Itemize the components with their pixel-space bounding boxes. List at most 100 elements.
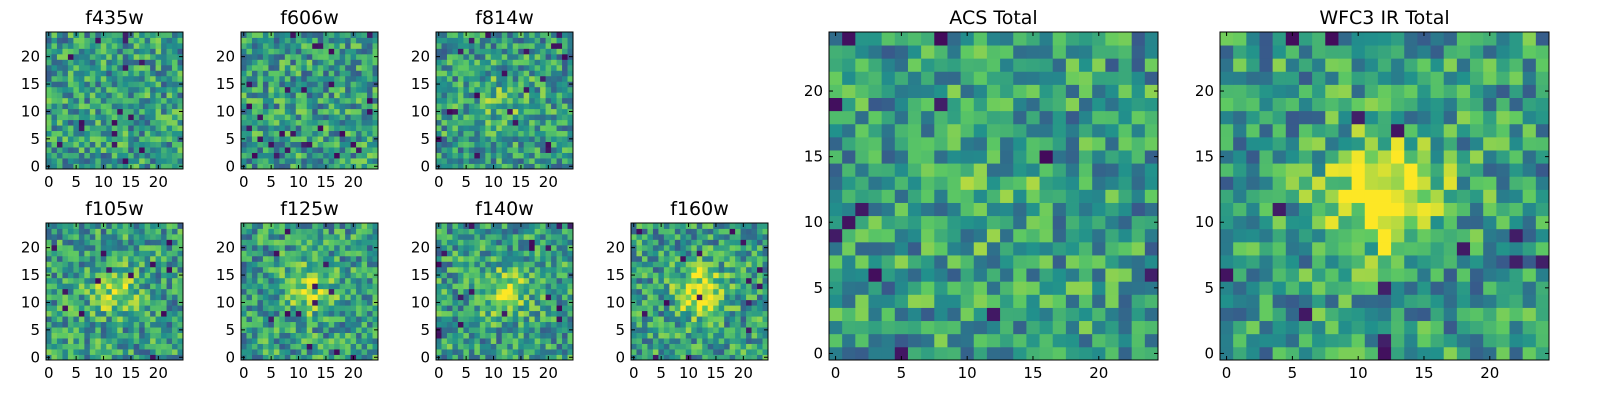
heatmap-cell: [268, 244, 275, 251]
heatmap-cell: [144, 288, 151, 295]
heatmap-cell: [551, 250, 557, 257]
heatmap-cell: [241, 92, 247, 99]
heatmap-cell: [67, 288, 74, 295]
heatmap-cell: [907, 255, 922, 269]
heatmap-cell: [246, 288, 253, 295]
heatmap-cell: [361, 92, 368, 99]
heatmap-cell: [155, 228, 162, 235]
heatmap-cell: [545, 327, 552, 333]
heatmap-cell: [463, 327, 470, 333]
heatmap-cell: [161, 349, 167, 355]
heatmap-cell: [641, 266, 648, 273]
heatmap-cell: [257, 239, 264, 246]
heatmap-cell: [172, 48, 178, 55]
heatmap-cell: [89, 244, 96, 251]
heatmap-cell: [89, 92, 96, 99]
heatmap-cell: [562, 255, 568, 262]
heatmap-cell: [350, 97, 357, 104]
heatmap-cell: [144, 42, 151, 49]
heatmap-cell: [562, 332, 568, 339]
heatmap-cell: [490, 64, 497, 71]
heatmap-cell: [133, 158, 140, 164]
heatmap-cell: [106, 147, 113, 153]
heatmap-cell: [317, 158, 324, 164]
heatmap-cell: [468, 283, 475, 290]
heatmap-cell: [139, 272, 146, 279]
heatmap-cell: [284, 343, 291, 350]
heatmap-cell: [166, 48, 173, 55]
heatmap-cell: [534, 86, 541, 93]
heatmap-cell: [161, 266, 167, 273]
x-tick-label: 0: [239, 364, 249, 382]
heatmap-cell: [567, 119, 574, 126]
heatmap-cell: [328, 114, 335, 121]
heatmap-cell: [177, 338, 184, 344]
heatmap-cell: [669, 272, 676, 279]
heatmap-cell: [177, 103, 184, 110]
heatmap-cell: [724, 321, 731, 328]
heatmap-cell: [457, 70, 464, 77]
heatmap-cell: [177, 158, 184, 164]
heatmap-cell: [468, 125, 475, 132]
heatmap-cell: [177, 70, 184, 77]
heatmap-cell: [523, 97, 530, 104]
heatmap-cell: [345, 223, 351, 229]
heatmap-cell: [436, 332, 442, 339]
heatmap-cell: [490, 147, 497, 153]
heatmap-cell: [246, 81, 253, 88]
heatmap-cell: [312, 141, 319, 148]
heatmap-cell: [468, 250, 475, 257]
heatmap-cell: [441, 266, 448, 273]
heatmap-cell: [452, 92, 459, 99]
heatmap-cell: [691, 239, 698, 246]
heatmap-cell: [490, 70, 497, 77]
heatmap-cell: [273, 299, 280, 306]
heatmap-cell: [62, 250, 69, 257]
heatmap-cell: [172, 152, 178, 159]
heatmap-cell: [177, 97, 184, 104]
heatmap-cell: [567, 261, 574, 268]
heatmap-cell: [973, 268, 988, 282]
heatmap-cell: [290, 42, 297, 49]
heatmap-cell: [540, 114, 546, 121]
heatmap-cell: [474, 64, 481, 71]
heatmap-cell: [312, 108, 319, 115]
heatmap-cells: [241, 223, 379, 361]
heatmap-cell: [67, 354, 74, 361]
heatmap-cell: [436, 147, 442, 153]
heatmap-cell: [117, 354, 124, 361]
heatmap-cell: [334, 163, 341, 170]
heatmap-cell: [133, 349, 140, 355]
heatmap-cell: [139, 321, 146, 328]
heatmap-cell: [51, 136, 58, 142]
heatmap-cell: [295, 114, 302, 121]
heatmap-cell: [658, 294, 665, 301]
heatmap-cell: [702, 239, 709, 246]
heatmap-cell: [262, 354, 269, 361]
heatmap-cell: [452, 272, 459, 279]
heatmap-cell: [446, 152, 453, 159]
heatmap-cell: [540, 250, 546, 257]
heatmap-cell: [702, 354, 709, 361]
heatmap-cell: [328, 163, 335, 170]
heatmap-cell: [652, 294, 659, 301]
heatmap-cell: [268, 250, 275, 257]
heatmap-cell: [161, 338, 167, 344]
heatmap-cell: [485, 97, 492, 104]
heatmap-cell: [674, 294, 681, 301]
heatmap-cell: [312, 294, 319, 301]
heatmap-cell: [339, 152, 346, 159]
heatmap-cell: [241, 277, 247, 284]
heatmap-cell: [361, 53, 368, 60]
heatmap-cell: [496, 53, 503, 60]
heatmap-cell: [62, 59, 69, 66]
heatmap-cell: [328, 147, 335, 153]
heatmap-cell: [78, 42, 85, 49]
heatmap-cell: [284, 141, 291, 148]
heatmap-cell: [518, 338, 525, 344]
heatmap-cell: [241, 338, 247, 344]
heatmap-cell: [1052, 268, 1067, 282]
heatmap-cell: [735, 332, 741, 339]
heatmap-cell: [729, 321, 736, 328]
heatmap-cell: [290, 343, 297, 350]
